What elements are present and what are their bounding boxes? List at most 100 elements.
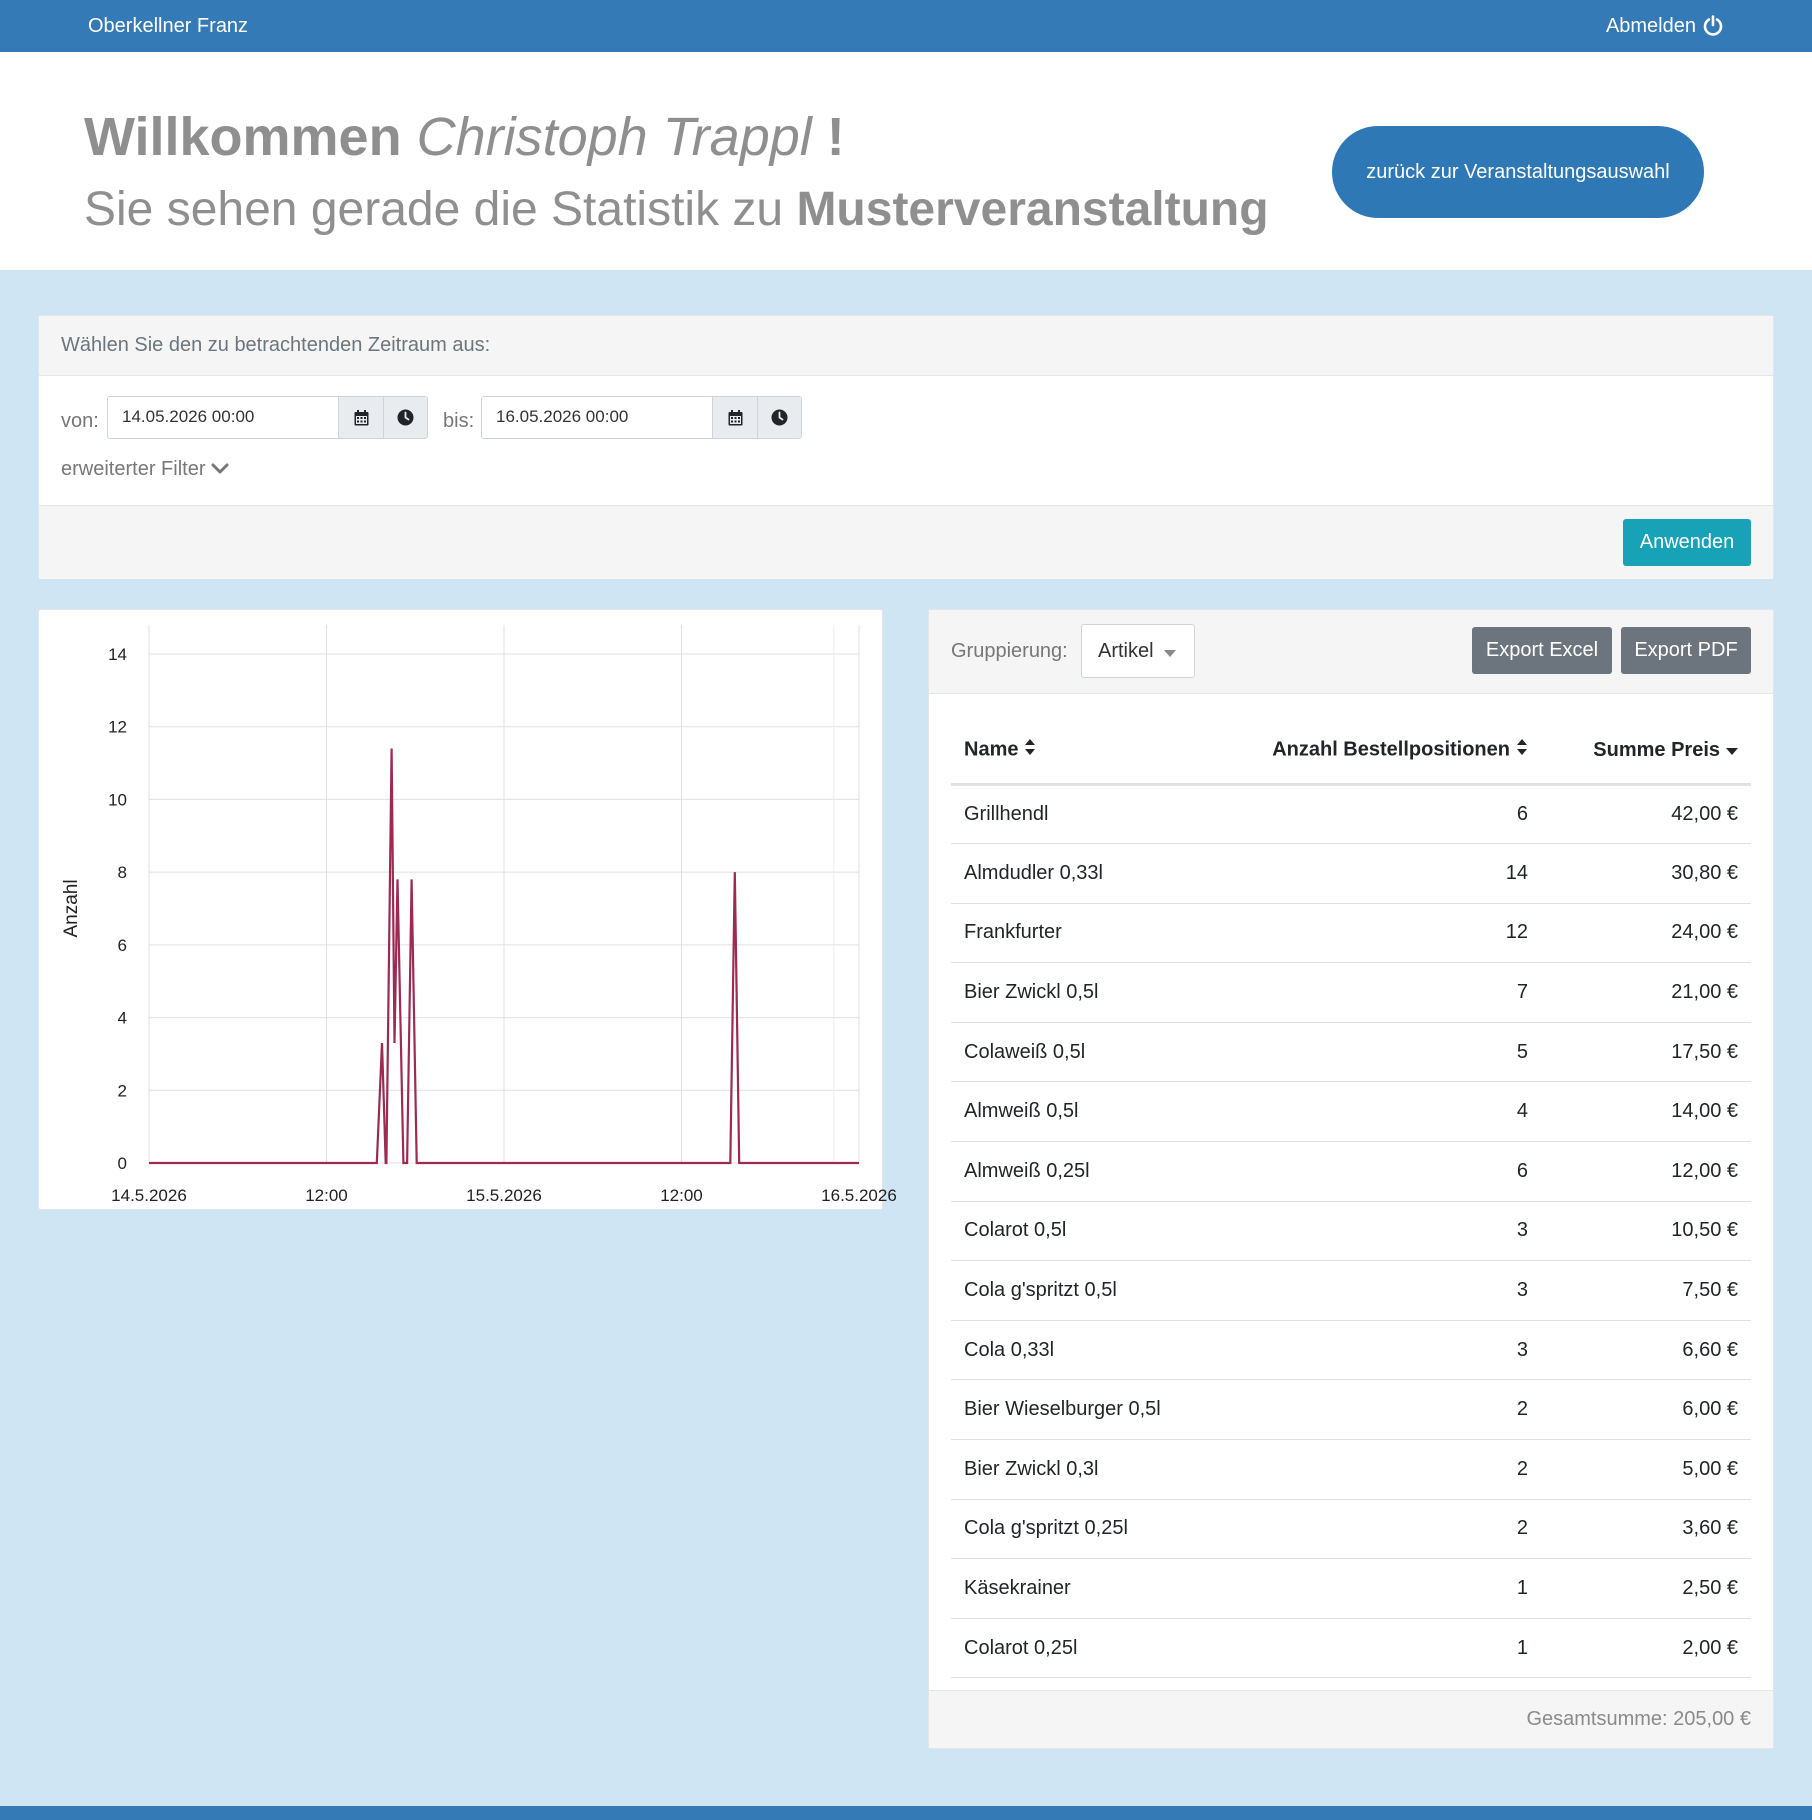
series-line	[149, 748, 859, 1165]
logout-label: Abmelden	[1605, 14, 1696, 37]
calendar-icon[interactable]	[339, 397, 383, 438]
y-tick-label: 14	[108, 645, 127, 664]
power-icon	[1702, 15, 1724, 37]
table-row: Cola 0,33l 3 6,60 €	[951, 1320, 1751, 1381]
to-date-input[interactable]: 16.05.2026 00:00	[482, 397, 713, 438]
welcome-header: Willkommen Christoph Trappl ! Sie sehen …	[0, 52, 1812, 270]
cell-name: Colaweiß 0,5l	[951, 1022, 1251, 1083]
table-row: Bier Wieselburger 0,5l 2 6,00 €	[951, 1379, 1751, 1441]
from-label: von:	[61, 410, 99, 432]
column-header-count[interactable]: Anzahl Bestellpositionen	[1251, 718, 1541, 786]
table-row: Frankfurter 12 24,00 €	[951, 903, 1751, 964]
to-date-picker: 16.05.2026 00:00	[481, 396, 802, 439]
cell-name: Bier Wieselburger 0,5l	[951, 1379, 1251, 1441]
grouping-select[interactable]: Artikel	[1081, 624, 1195, 678]
y-tick-label: 6	[118, 936, 127, 955]
cell-sum: 21,00 €	[1541, 962, 1751, 1023]
table-row: Almdudler 0,33l 14 30,80 €	[951, 843, 1751, 904]
extended-filter-toggle[interactable]: erweiterter Filter	[61, 458, 229, 481]
y-axis: 0 2 4 6 8 10 12 14	[108, 645, 127, 1173]
cell-sum: 2,50 €	[1541, 1558, 1751, 1619]
sort-icon	[1516, 738, 1528, 762]
cell-sum: 24,00 €	[1541, 903, 1751, 964]
cell-count: 1	[1251, 1558, 1541, 1619]
welcome-exclamation: !	[826, 107, 845, 167]
y-tick-label: 2	[118, 1081, 127, 1100]
cell-sum: 2,00 €	[1541, 1618, 1751, 1679]
x-tick-label: 12:00	[305, 1186, 348, 1205]
cell-count: 7	[1251, 962, 1541, 1023]
to-label: bis:	[443, 410, 475, 432]
cell-count: 6	[1251, 784, 1541, 845]
table-row: Colaweiß 0,5l 5 17,50 €	[951, 1022, 1751, 1083]
statistics-subtitle: Sie sehen gerade die Statistik zu Muster…	[84, 182, 1269, 237]
total-sum: Gesamtsumme: 205,00 €	[929, 1690, 1773, 1748]
column-header-name[interactable]: Name	[951, 718, 1251, 786]
calendar-icon[interactable]	[713, 397, 757, 438]
cell-count: 12	[1251, 903, 1541, 964]
sort-icon	[1024, 738, 1036, 762]
navbar-username: Oberkellner Franz	[88, 14, 249, 37]
cell-sum: 14,00 €	[1541, 1081, 1751, 1143]
orders-line-chart: 0 2 4 6 8 10 12 14 14.5.2026 12:00 15.5.2026 12:00…	[61, 625, 897, 1205]
cell-name: Almdudler 0,33l	[951, 843, 1251, 904]
table-row: Bier Zwickl 0,3l 2 5,00 €	[951, 1439, 1751, 1500]
cell-sum: 6,00 €	[1541, 1379, 1751, 1441]
cell-sum: 5,00 €	[1541, 1439, 1751, 1500]
items-statistics-card: Gruppierung: Artikel Export Excel Export…	[928, 609, 1774, 1749]
orders-chart-card: 0 2 4 6 8 10 12 14 14.5.2026 12:00 15.5.2026 12:00…	[38, 609, 897, 1210]
cell-count: 5	[1251, 1022, 1541, 1083]
cell-count: 3	[1251, 1260, 1541, 1321]
from-date-input[interactable]: 14.05.2026 00:00	[108, 397, 339, 438]
cell-count: 3	[1251, 1201, 1541, 1262]
cell-sum: 10,50 €	[1541, 1201, 1751, 1262]
cell-count: 4	[1251, 1081, 1541, 1143]
x-tick-label: 12:00	[660, 1186, 703, 1205]
cell-name: Käsekrainer	[951, 1558, 1251, 1619]
y-axis-label: Anzahl	[61, 879, 82, 937]
table-row: Bier Zwickl 0,5l 7 21,00 €	[951, 962, 1751, 1023]
extended-filter-label: erweiterter Filter	[61, 458, 206, 480]
chart-grid	[148, 625, 860, 1164]
from-date-picker: 14.05.2026 00:00	[107, 396, 428, 439]
user-fullname: Christoph Trappl	[416, 107, 812, 167]
x-tick-label: 16.5.2026	[821, 1186, 897, 1205]
y-tick-label: 0	[118, 1154, 127, 1173]
table-row: Colarot 0,25l 1 2,00 €	[951, 1618, 1751, 1679]
cell-sum: 7,50 €	[1541, 1260, 1751, 1321]
clock-icon[interactable]	[757, 397, 801, 438]
y-tick-label: 10	[108, 790, 127, 809]
sort-desc-icon	[1726, 739, 1738, 762]
cell-count: 2	[1251, 1499, 1541, 1560]
cell-count: 3	[1251, 1320, 1541, 1381]
table-row: Almweiß 0,25l 6 12,00 €	[951, 1141, 1751, 1202]
cell-sum: 42,00 €	[1541, 784, 1751, 845]
cell-sum: 17,50 €	[1541, 1022, 1751, 1083]
event-name: Musterveranstaltung	[796, 183, 1269, 236]
cell-name: Grillhendl	[951, 784, 1251, 845]
cell-name: Colarot 0,5l	[951, 1201, 1251, 1262]
cell-sum: 12,00 €	[1541, 1141, 1751, 1202]
caret-down-icon	[1163, 640, 1176, 663]
export-excel-button[interactable]: Export Excel	[1472, 627, 1612, 674]
column-header-sum[interactable]: Summe Preis	[1541, 718, 1751, 786]
time-range-filter-card: Wählen Sie den zu betrachtenden Zeitraum…	[38, 315, 1774, 579]
logout-button[interactable]: Abmelden	[1606, 15, 1724, 38]
y-tick-label: 8	[118, 863, 127, 882]
table-row: Käsekrainer 1 2,50 €	[951, 1558, 1751, 1619]
table-row: Almweiß 0,5l 4 14,00 €	[951, 1081, 1751, 1143]
export-pdf-button[interactable]: Export PDF	[1621, 627, 1751, 674]
cell-name: Frankfurter	[951, 903, 1251, 964]
apply-button[interactable]: Anwenden	[1623, 519, 1751, 566]
clock-icon[interactable]	[383, 397, 427, 438]
cell-count: 6	[1251, 1141, 1541, 1202]
cell-name: Bier Zwickl 0,5l	[951, 962, 1251, 1023]
y-tick-label: 4	[118, 1009, 127, 1028]
cell-name: Cola g'spritzt 0,5l	[951, 1260, 1251, 1321]
cell-count: 2	[1251, 1439, 1541, 1500]
table-row: Cola g'spritzt 0,5l 3 7,50 €	[951, 1260, 1751, 1321]
welcome-word: Willkommen	[84, 107, 402, 167]
cell-count: 14	[1251, 843, 1541, 904]
back-to-event-selection-button[interactable]: zurück zur Veranstaltungsauswahl	[1332, 126, 1704, 218]
table-row: Grillhendl 6 42,00 €	[951, 784, 1751, 845]
